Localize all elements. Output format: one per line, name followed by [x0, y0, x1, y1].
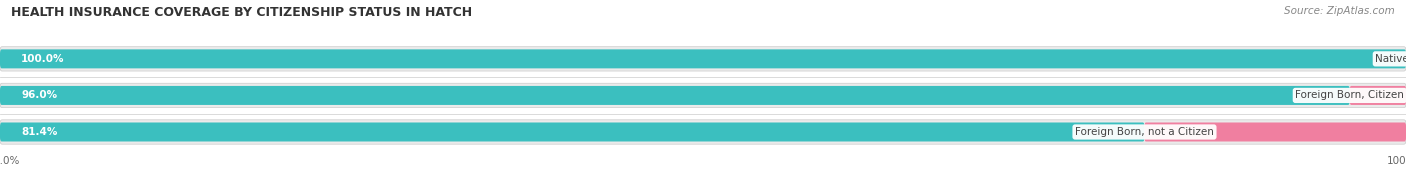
FancyBboxPatch shape [1144, 122, 1406, 142]
Text: Native Born: Native Born [1375, 54, 1406, 64]
Text: 100.0%: 100.0% [21, 54, 65, 64]
FancyBboxPatch shape [0, 47, 1406, 71]
FancyBboxPatch shape [0, 122, 1144, 142]
FancyBboxPatch shape [0, 83, 1406, 108]
FancyBboxPatch shape [0, 86, 1350, 105]
FancyBboxPatch shape [0, 120, 1406, 144]
FancyBboxPatch shape [0, 83, 1406, 107]
FancyBboxPatch shape [0, 49, 1406, 68]
Text: Foreign Born, not a Citizen: Foreign Born, not a Citizen [1076, 127, 1213, 137]
Text: Foreign Born, Citizen: Foreign Born, Citizen [1295, 90, 1405, 100]
Text: 81.4%: 81.4% [21, 127, 58, 137]
Text: HEALTH INSURANCE COVERAGE BY CITIZENSHIP STATUS IN HATCH: HEALTH INSURANCE COVERAGE BY CITIZENSHIP… [11, 6, 472, 19]
Text: Source: ZipAtlas.com: Source: ZipAtlas.com [1284, 6, 1395, 16]
FancyBboxPatch shape [0, 120, 1406, 144]
FancyBboxPatch shape [1350, 86, 1406, 105]
FancyBboxPatch shape [0, 47, 1406, 71]
Text: 96.0%: 96.0% [21, 90, 58, 100]
